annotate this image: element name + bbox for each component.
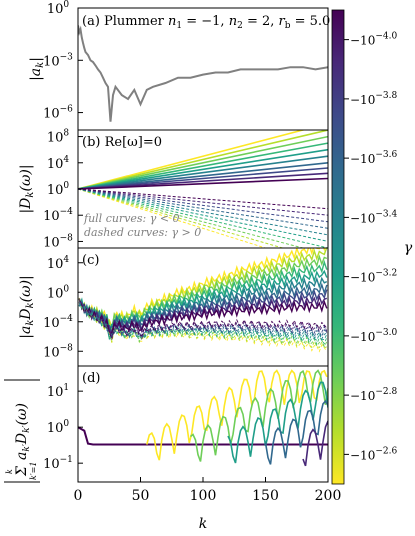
series-line-gamma-negative xyxy=(78,130,328,190)
series-line-gamma-positive xyxy=(78,188,305,248)
series-line-partial-sum xyxy=(227,381,328,464)
y-tick-labels: 100 10−3 10−6 108 104 100 10−4 10−8 104 100 10−4 10… xyxy=(43,0,83,472)
y-tick-label: 100 xyxy=(47,181,70,198)
y-tick-label: 10−8 xyxy=(43,343,73,360)
series-line-partial-sum xyxy=(146,369,328,461)
x-tick-labels: 0 50 100 150 200 xyxy=(74,477,342,504)
colorbar-tick-label: −10−2.6 xyxy=(350,446,397,462)
y-tick-label: 10−6 xyxy=(43,105,73,122)
panel-a-ylabel: |ak| xyxy=(28,57,46,81)
x-tick-label: 200 xyxy=(315,488,342,504)
series-line-gamma-positive xyxy=(78,302,327,340)
panel-d-ylabel: Σ k k′=1 ak′Dk′(ω) xyxy=(4,379,40,483)
y-tick-label: 10−4 xyxy=(43,207,73,224)
colorbar-tick-label: −10−4.0 xyxy=(350,32,397,48)
series-line-base xyxy=(78,426,328,446)
series-line-gamma-negative xyxy=(78,177,328,190)
x-tick-label: 100 xyxy=(190,488,217,504)
colorbar-tick-label: −10−3.6 xyxy=(350,150,397,166)
panel-a xyxy=(78,25,328,122)
series-line-partial-sum xyxy=(264,399,328,465)
y-tick-label: 104 xyxy=(47,155,70,172)
panel-a-title: (a) Plummer n1 = −1, n2 = 2, rb = 5.0 xyxy=(82,14,330,31)
series-line-gamma-positive xyxy=(78,188,268,248)
y-tick-label: 10−4 xyxy=(43,314,73,331)
panel-d xyxy=(78,369,328,467)
series-line-gamma-negative xyxy=(78,130,306,190)
panel-d-title: (d) xyxy=(82,371,100,386)
x-axis-label: k xyxy=(199,516,207,532)
series-line-gamma-positive xyxy=(78,188,328,223)
y-tick-label: 10−8 xyxy=(43,233,73,250)
series-line-gamma-positive xyxy=(78,188,285,248)
y-tick-label: 10−1 xyxy=(43,455,73,472)
colorbar xyxy=(331,9,345,485)
series-line-gamma-positive xyxy=(78,298,327,349)
series-line-gamma-negative xyxy=(78,135,328,190)
series-line-gamma-positive xyxy=(78,188,328,236)
series-line-ak xyxy=(78,25,328,122)
panel-c-title: (c) xyxy=(82,253,99,268)
svg-text:k′=1: k′=1 xyxy=(29,462,38,480)
series-line-gamma-negative xyxy=(78,172,328,190)
colorbar-tick-label: −10−3.0 xyxy=(350,328,397,344)
series-line-gamma-negative xyxy=(78,142,328,190)
series-line-gamma-positive xyxy=(78,188,328,229)
svg-text:ak′Dk′(ω): ak′Dk′(ω) xyxy=(14,403,32,460)
series-line-gamma-positive xyxy=(78,188,328,248)
series-line-gamma-positive xyxy=(78,188,328,210)
y-tick-label: 100 xyxy=(47,419,70,436)
series-line-gamma-negative xyxy=(78,167,328,190)
colorbar-tick-label: −10−3.4 xyxy=(350,209,397,225)
colorbar-ticks: −10−4.0 −10−3.8 −10−3.6 −10−3.4 −10−3.2 −10−3… xyxy=(344,32,397,462)
x-tick-label: 50 xyxy=(132,488,150,504)
series-line-gamma-positive xyxy=(78,299,328,340)
panel-b-ylabel: |Dk(ω)| xyxy=(18,164,36,213)
series-line-gamma-negative xyxy=(78,148,328,190)
y-tick-label: 10−3 xyxy=(43,52,73,69)
panel-b xyxy=(78,130,328,248)
annotation-full-curves: full curves: γ < 0 xyxy=(83,212,180,225)
series-line-gamma-negative xyxy=(78,162,328,190)
x-tick-label: 0 xyxy=(74,488,83,504)
colorbar-tick-label: −10−3.8 xyxy=(350,91,397,107)
series-line-gamma-positive xyxy=(78,300,328,339)
series-line-gamma-negative xyxy=(78,299,328,336)
colorbar-label: γ xyxy=(404,240,413,256)
series-line-gamma-positive xyxy=(78,188,328,242)
series-line-partial-sum xyxy=(302,420,328,467)
y-tick-label: 108 xyxy=(47,129,70,146)
annotation-dashed-curves: dashed curves: γ > 0 xyxy=(84,226,201,239)
series-line-gamma-negative xyxy=(78,155,328,190)
series-line-gamma-positive xyxy=(78,188,328,216)
svg-text:k: k xyxy=(5,469,14,474)
svg-text:Σ: Σ xyxy=(14,466,30,477)
panel-b-title: (b) Re[ω]=0 xyxy=(82,135,162,150)
y-tick-label: 100 xyxy=(47,0,70,17)
series-line-partial-sum xyxy=(190,369,328,462)
panel-c xyxy=(78,248,328,353)
colorbar-tick-label: −10−3.2 xyxy=(350,269,397,285)
panel-c-ylabel: |akDk(ω)| xyxy=(18,275,36,339)
y-tick-label: 104 xyxy=(47,255,70,272)
y-tick-label: 100 xyxy=(47,284,70,301)
series-line-gamma-negative xyxy=(78,259,328,333)
x-tick-label: 150 xyxy=(252,488,279,504)
y-tick-label: 101 xyxy=(47,383,69,400)
colorbar-tick-label: −10−2.8 xyxy=(350,387,397,403)
